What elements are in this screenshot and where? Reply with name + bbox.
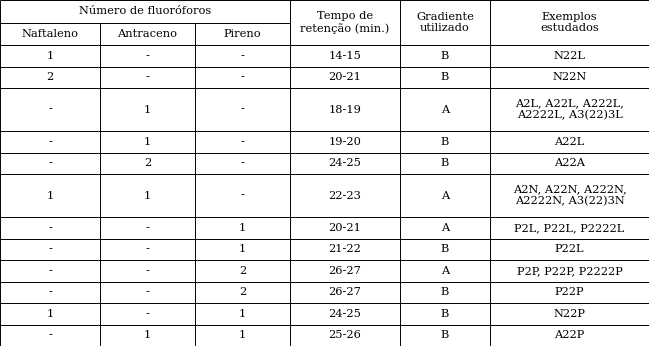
Text: -: -	[48, 158, 52, 168]
Text: P2L, P22L, P2222L: P2L, P22L, P2222L	[515, 223, 624, 233]
Text: 19-20: 19-20	[328, 137, 361, 147]
Text: 20-21: 20-21	[328, 223, 361, 233]
Text: -: -	[145, 266, 149, 276]
Text: 1: 1	[46, 191, 54, 201]
Text: 24-25: 24-25	[328, 158, 361, 168]
Text: 25-26: 25-26	[328, 330, 361, 340]
Text: -: -	[48, 330, 52, 340]
Text: -: -	[48, 244, 52, 254]
Text: 20-21: 20-21	[328, 72, 361, 82]
Text: Tempo de
retenção (min.): Tempo de retenção (min.)	[300, 11, 389, 34]
Text: -: -	[241, 72, 245, 82]
Text: Exemplos
estudados: Exemplos estudados	[540, 12, 599, 33]
Text: -: -	[48, 287, 52, 297]
Text: B: B	[441, 287, 449, 297]
Text: -: -	[145, 244, 149, 254]
Text: 22-23: 22-23	[328, 191, 361, 201]
Text: -: -	[145, 287, 149, 297]
Text: B: B	[441, 72, 449, 82]
Text: A22L: A22L	[554, 137, 585, 147]
Text: -: -	[48, 104, 52, 115]
Text: A: A	[441, 266, 449, 276]
Text: -: -	[145, 309, 149, 319]
Text: A: A	[441, 191, 449, 201]
Text: Pireno: Pireno	[224, 29, 262, 39]
Text: A22A: A22A	[554, 158, 585, 168]
Text: -: -	[48, 266, 52, 276]
Text: 2: 2	[239, 266, 246, 276]
Text: 2: 2	[239, 287, 246, 297]
Text: -: -	[241, 191, 245, 201]
Text: 1: 1	[144, 330, 151, 340]
Text: A2L, A22L, A222L,
A2222L, A3(22)3L: A2L, A22L, A222L, A2222L, A3(22)3L	[515, 99, 624, 120]
Text: -: -	[48, 137, 52, 147]
Text: B: B	[441, 51, 449, 61]
Text: Naftaleno: Naftaleno	[21, 29, 79, 39]
Text: 18-19: 18-19	[328, 104, 361, 115]
Text: 21-22: 21-22	[328, 244, 361, 254]
Text: -: -	[241, 51, 245, 61]
Text: 14-15: 14-15	[328, 51, 361, 61]
Text: -: -	[241, 137, 245, 147]
Text: 1: 1	[239, 223, 246, 233]
Text: 1: 1	[144, 191, 151, 201]
Text: N22N: N22N	[552, 72, 587, 82]
Text: -: -	[241, 158, 245, 168]
Text: P22L: P22L	[555, 244, 584, 254]
Text: 26-27: 26-27	[328, 266, 361, 276]
Text: 24-25: 24-25	[328, 309, 361, 319]
Text: P2P, P22P, P2222P: P2P, P22P, P2222P	[517, 266, 622, 276]
Text: 26-27: 26-27	[328, 287, 361, 297]
Text: N22L: N22L	[554, 51, 585, 61]
Text: B: B	[441, 244, 449, 254]
Text: -: -	[48, 223, 52, 233]
Text: 2: 2	[46, 72, 54, 82]
Text: A2N, A22N, A222N,
A2222N, A3(22)3N: A2N, A22N, A222N, A2222N, A3(22)3N	[513, 184, 626, 207]
Text: A22P: A22P	[554, 330, 585, 340]
Text: 1: 1	[239, 309, 246, 319]
Text: 1: 1	[144, 137, 151, 147]
Text: 1: 1	[144, 104, 151, 115]
Text: A: A	[441, 223, 449, 233]
Text: Gradiente
utilizado: Gradiente utilizado	[416, 12, 474, 33]
Text: -: -	[145, 223, 149, 233]
Text: B: B	[441, 158, 449, 168]
Text: -: -	[145, 72, 149, 82]
Text: P22P: P22P	[555, 287, 584, 297]
Text: B: B	[441, 309, 449, 319]
Text: 1: 1	[239, 330, 246, 340]
Text: -: -	[241, 104, 245, 115]
Text: A: A	[441, 104, 449, 115]
Text: -: -	[145, 51, 149, 61]
Text: 1: 1	[46, 309, 54, 319]
Text: 1: 1	[46, 51, 54, 61]
Text: B: B	[441, 330, 449, 340]
Text: Antraceno: Antraceno	[117, 29, 177, 39]
Text: 1: 1	[239, 244, 246, 254]
Text: 2: 2	[144, 158, 151, 168]
Text: N22P: N22P	[554, 309, 585, 319]
Text: B: B	[441, 137, 449, 147]
Text: Número de fluoróforos: Número de fluoróforos	[79, 6, 211, 16]
